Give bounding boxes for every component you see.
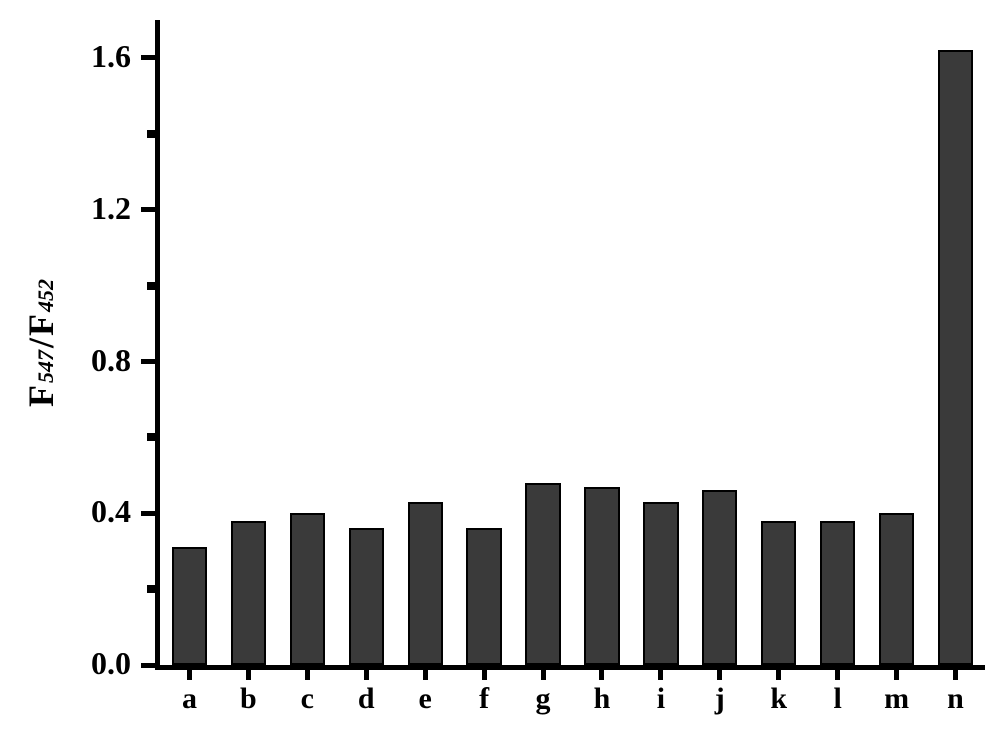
bar-chart: 0.00.40.81.21.6abcdefghijklmnF547/F452 (0, 0, 1000, 731)
x-tick-label: k (749, 682, 808, 716)
y-tick-minor (147, 282, 159, 290)
bar (820, 521, 855, 665)
x-tick (187, 670, 192, 680)
bar (702, 490, 737, 665)
x-tick (894, 670, 899, 680)
x-tick (835, 670, 840, 680)
x-tick (717, 670, 722, 680)
x-tick (658, 670, 663, 680)
x-tick (423, 670, 428, 680)
y-tick (141, 55, 155, 60)
bar (408, 502, 443, 665)
x-tick (482, 670, 487, 680)
ytitle-sub2: 452 (33, 279, 59, 312)
ytitle-slash: / (20, 338, 62, 348)
y-tick-label: 0.0 (0, 645, 131, 682)
bar (290, 513, 325, 665)
x-tick (953, 670, 958, 680)
bar (349, 528, 384, 665)
x-tick (246, 670, 251, 680)
y-tick-label: 1.2 (0, 190, 131, 227)
bar (466, 528, 501, 665)
bar (231, 521, 266, 665)
bar (643, 502, 678, 665)
x-axis (155, 665, 985, 670)
x-tick-label: m (867, 682, 926, 716)
x-tick-label: i (631, 682, 690, 716)
y-axis-title: F547/F452 (20, 253, 60, 433)
x-tick-label: j (690, 682, 749, 716)
x-tick-label: a (160, 682, 219, 716)
y-tick (141, 663, 155, 668)
x-tick (541, 670, 546, 680)
bar (584, 487, 619, 665)
ytitle-F1: F (20, 385, 62, 407)
y-tick (141, 207, 155, 212)
x-tick-label: c (278, 682, 337, 716)
x-tick-label: e (396, 682, 455, 716)
y-tick-minor (147, 433, 159, 441)
bar (879, 513, 914, 665)
x-tick (305, 670, 310, 680)
x-tick-label: h (573, 682, 632, 716)
bar (172, 547, 207, 665)
ytitle-F2: F (20, 314, 62, 336)
y-tick-label: 0.4 (0, 493, 131, 530)
x-tick-label: n (926, 682, 985, 716)
x-tick-label: l (808, 682, 867, 716)
y-tick (141, 511, 155, 516)
ytitle-sub1: 547 (33, 350, 59, 383)
x-tick-label: g (514, 682, 573, 716)
x-tick (776, 670, 781, 680)
x-tick (364, 670, 369, 680)
bar (761, 521, 796, 665)
bar (938, 50, 973, 665)
x-tick-label: b (219, 682, 278, 716)
y-axis (155, 20, 160, 670)
bar (525, 483, 560, 665)
x-tick (599, 670, 604, 680)
y-tick-label: 1.6 (0, 38, 131, 75)
x-tick-label: f (455, 682, 514, 716)
x-tick-label: d (337, 682, 396, 716)
y-tick-minor (147, 585, 159, 593)
y-tick (141, 359, 155, 364)
y-tick-minor (147, 130, 159, 138)
